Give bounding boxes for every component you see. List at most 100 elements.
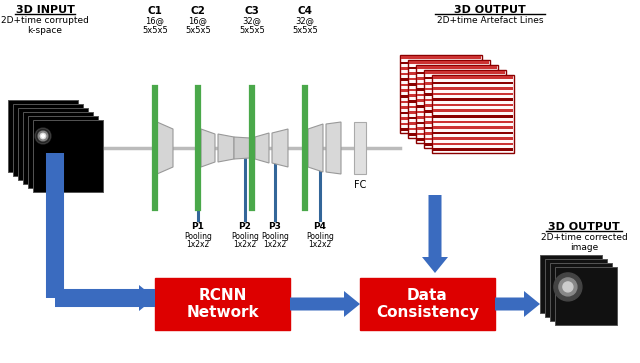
Bar [409, 61, 489, 64]
Text: Data
Consistency: Data Consistency [376, 288, 479, 320]
Bar [433, 82, 513, 84]
Bar [425, 77, 505, 79]
Text: C1: C1 [148, 6, 163, 16]
Polygon shape [272, 129, 288, 167]
Bar [425, 121, 505, 124]
Circle shape [35, 128, 51, 144]
Bar [401, 101, 481, 103]
Bar [401, 89, 481, 92]
Bar [409, 106, 489, 108]
Text: 1x2x2: 1x2x2 [234, 240, 257, 249]
Polygon shape [308, 124, 323, 172]
Bar [417, 88, 497, 91]
Bar [425, 127, 505, 129]
Text: 1x2x2: 1x2x2 [308, 240, 332, 249]
Bar [433, 87, 513, 90]
Bar [417, 72, 497, 74]
Bar [555, 267, 617, 325]
Text: P4: P4 [314, 222, 326, 231]
Text: 1x2x2: 1x2x2 [186, 240, 210, 249]
Bar [417, 94, 497, 96]
Bar [433, 137, 513, 140]
Bar [424, 70, 506, 148]
Bar [417, 83, 497, 85]
Text: FC: FC [354, 180, 366, 190]
Text: P2: P2 [239, 222, 252, 231]
Bar [13, 104, 83, 176]
Bar [433, 109, 513, 112]
Circle shape [38, 131, 48, 141]
Bar [432, 75, 514, 153]
Text: P3: P3 [269, 222, 282, 231]
Bar [409, 134, 489, 136]
Bar [545, 259, 607, 317]
Polygon shape [234, 137, 250, 159]
Bar [417, 99, 497, 102]
Text: 3D OUTPUT: 3D OUTPUT [548, 222, 620, 232]
Text: C2: C2 [191, 6, 205, 16]
Bar [417, 133, 497, 135]
Bar [409, 83, 489, 86]
Bar [401, 112, 481, 114]
Bar [409, 100, 489, 102]
Text: C4: C4 [298, 6, 312, 16]
Bar [400, 55, 482, 133]
Text: 3D INPUT: 3D INPUT [15, 5, 74, 15]
Polygon shape [201, 129, 215, 167]
Bar [401, 117, 481, 120]
Bar [433, 132, 513, 134]
Bar [408, 60, 490, 138]
Bar [401, 123, 481, 125]
Polygon shape [255, 133, 269, 163]
Bar [433, 93, 513, 95]
Bar [409, 117, 489, 119]
Circle shape [42, 135, 45, 138]
Bar [409, 89, 489, 91]
Bar [8, 100, 78, 172]
Bar [433, 148, 513, 151]
Bar [433, 115, 513, 118]
Text: Pooling: Pooling [184, 232, 212, 241]
Text: 16@
5x5x5: 16@ 5x5x5 [142, 16, 168, 36]
Polygon shape [422, 195, 448, 273]
Text: Pooling: Pooling [306, 232, 334, 241]
Bar [425, 143, 505, 146]
Bar [401, 129, 481, 131]
Bar [401, 62, 481, 64]
Bar [425, 132, 505, 135]
Bar [425, 105, 505, 107]
Bar [417, 116, 497, 119]
Text: 2D+time Artefact Lines: 2D+time Artefact Lines [436, 16, 543, 25]
Text: 2D+time corrected
image: 2D+time corrected image [541, 233, 627, 252]
Bar [409, 94, 489, 97]
Polygon shape [157, 122, 173, 174]
Bar [354, 122, 366, 174]
Bar [417, 105, 497, 107]
Bar [401, 95, 481, 98]
Bar [409, 78, 489, 80]
Bar [23, 112, 93, 184]
Bar [401, 67, 481, 70]
Bar [409, 111, 489, 114]
Bar [409, 72, 489, 75]
Bar [401, 78, 481, 81]
Bar [401, 56, 481, 58]
Bar [417, 111, 497, 113]
Bar [550, 263, 612, 321]
Bar [433, 121, 513, 123]
Bar [417, 127, 497, 130]
Bar [28, 116, 98, 188]
Circle shape [559, 278, 577, 296]
Circle shape [40, 133, 46, 139]
Bar [433, 76, 513, 78]
Text: 16@
5x5x5: 16@ 5x5x5 [185, 16, 211, 36]
Bar [425, 115, 505, 118]
Text: Pooling: Pooling [261, 232, 289, 241]
Text: 1x2x2: 1x2x2 [264, 240, 287, 249]
Bar [425, 110, 505, 113]
Bar [401, 73, 481, 75]
Polygon shape [218, 134, 234, 162]
Bar [540, 255, 602, 313]
Circle shape [563, 282, 573, 292]
Text: C3: C3 [244, 6, 259, 16]
